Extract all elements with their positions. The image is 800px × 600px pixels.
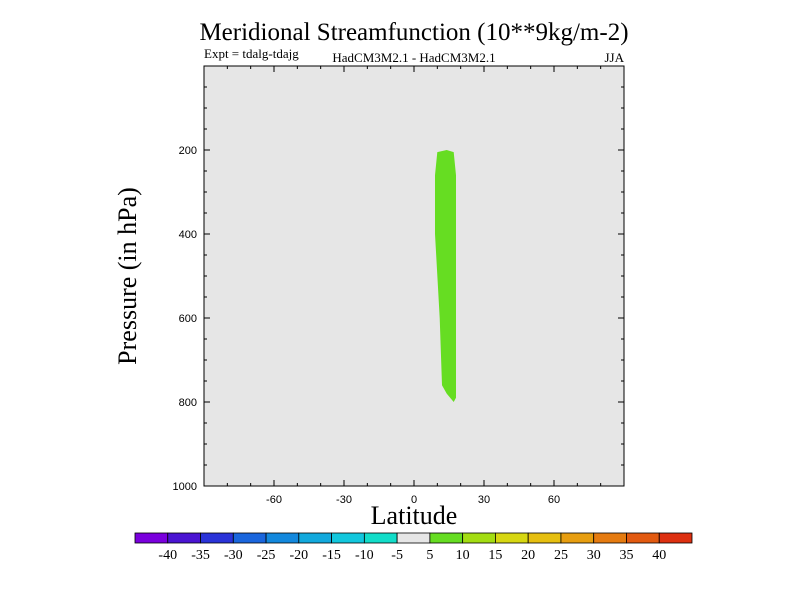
y-tick-label: 400: [179, 229, 197, 241]
colorbar-label: -5: [391, 548, 403, 563]
colorbar-label: -25: [257, 548, 276, 563]
colorbar-swatch: [560, 532, 595, 544]
colorbar-swatch: [134, 532, 169, 544]
chart-title: Meridional Streamfunction (10**9kg/m-2): [199, 19, 628, 46]
colorbar-label: -35: [191, 548, 210, 563]
colorbar-label: 30: [587, 548, 601, 563]
x-tick-label: 30: [478, 494, 490, 506]
colorbar-swatch: [298, 532, 332, 544]
colorbar-label: 20: [521, 548, 535, 563]
colorbar-swatch: [527, 532, 562, 544]
colorbar-swatch: [200, 532, 234, 544]
colorbar-swatch: [462, 532, 496, 544]
x-tick-label: 0: [411, 494, 417, 506]
x-tick-label: 60: [548, 494, 560, 506]
colorbar-swatch: [429, 532, 464, 544]
season-label: JJA: [604, 50, 624, 65]
y-tick-label: 600: [179, 313, 197, 325]
colorbar: -40 -35 -30 -25 -20 -15 -10 -5 5 10 15 20 25 30 35 40: [134, 532, 693, 563]
colorbar-label: -10: [355, 548, 374, 563]
colorbar-swatch: [331, 532, 365, 544]
colorbar-label: -20: [289, 548, 308, 563]
experiment-label: Expt = tdalg-tdajg: [204, 46, 299, 61]
y-tick-label: 800: [179, 397, 197, 409]
colorbar-swatch: [167, 532, 201, 544]
colorbar-swatch: [232, 532, 267, 544]
colorbar-label: 15: [488, 548, 502, 563]
colorbar-label: -15: [322, 548, 341, 563]
colorbar-label: 5: [426, 548, 433, 563]
colorbar-label: -30: [224, 548, 243, 563]
colorbar-label: 10: [456, 548, 470, 563]
colorbar-label: 40: [652, 548, 666, 563]
plot-background: [204, 66, 624, 486]
y-tick-label: 1000: [173, 481, 197, 493]
y-axis-title: Pressure (in hPa): [113, 187, 142, 365]
x-tick-label: -30: [336, 494, 352, 506]
colorbar-swatch: [626, 532, 660, 544]
colorbar-swatch: [265, 532, 300, 544]
model-label: HadCM3M2.1 - HadCM3M2.1: [332, 50, 495, 65]
x-axis-title: Latitude: [371, 501, 458, 530]
plot-frame: [203, 65, 625, 487]
colorbar-label: 35: [619, 548, 633, 563]
colorbar-swatch: [396, 532, 431, 544]
colorbar-swatch: [495, 532, 529, 544]
colorbar-swatch: [658, 532, 693, 544]
y-tick-label: 200: [179, 145, 197, 157]
colorbar-swatch: [363, 532, 398, 544]
positive-region-5-10: [435, 150, 456, 402]
colorbar-label: 25: [554, 548, 568, 563]
x-tick-label: -60: [266, 494, 282, 506]
colorbar-label: -40: [158, 548, 177, 563]
colorbar-swatch: [593, 532, 627, 544]
